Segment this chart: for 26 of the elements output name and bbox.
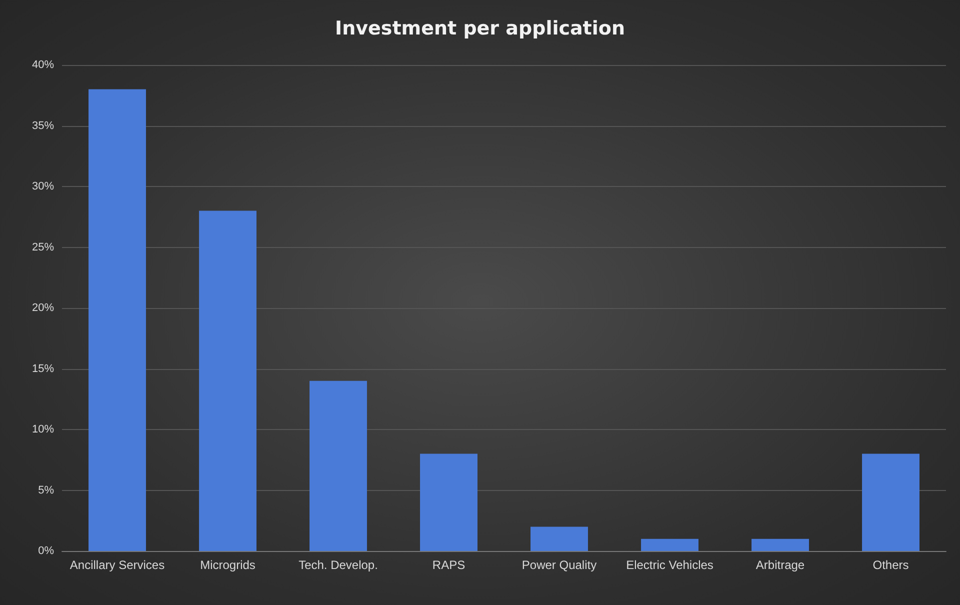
bar: [641, 538, 698, 551]
y-tick-label: 40%: [32, 59, 54, 71]
y-tick-label: 25%: [32, 241, 54, 254]
bar: [420, 454, 478, 551]
x-tick-label: RAPS: [432, 558, 466, 572]
x-tick-label: Power Quality: [522, 558, 597, 572]
x-tick-label: Microgrids: [200, 558, 256, 572]
bar: [199, 210, 256, 551]
x-tick-label: Arbitrage: [756, 558, 805, 572]
y-tick-label: 5%: [38, 484, 54, 496]
y-tick-label: 20%: [32, 302, 54, 314]
bar: [310, 380, 367, 551]
x-tick-label: Others: [872, 558, 909, 572]
x-tick-label: Electric Vehicles: [626, 558, 714, 572]
bar: [88, 89, 146, 551]
x-tick-label: Tech. Develop.: [298, 558, 378, 572]
y-tick-label: 15%: [32, 362, 54, 375]
bar: [862, 454, 920, 551]
bar: [752, 538, 809, 551]
chart-title: Investment per application: [335, 18, 625, 40]
y-tick-label: 35%: [32, 120, 54, 132]
y-tick-label: 30%: [32, 180, 54, 192]
bar: [530, 526, 588, 551]
y-tick-label: 0%: [38, 545, 54, 557]
x-tick-label: Ancillary Services: [70, 558, 165, 572]
y-tick-label: 10%: [32, 424, 54, 436]
